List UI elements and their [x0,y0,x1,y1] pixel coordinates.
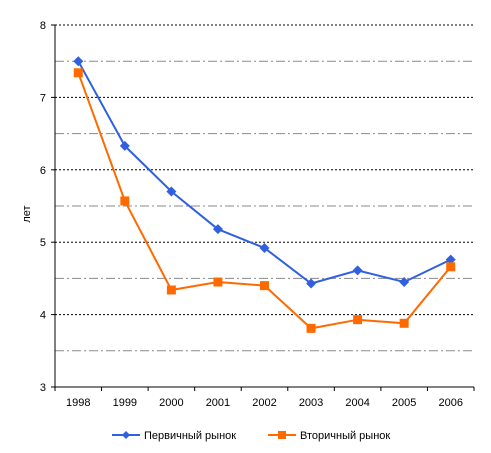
data-point-square [73,68,83,78]
axes: 3 4 5 6 7 8 1998 1999 2000 2001 2002 2003 2004 2005 20… [40,20,475,409]
data-point-square [446,262,456,272]
y-tick-label: 3 [40,382,46,394]
data-point-diamond [445,254,456,265]
legend: Первичный рынок Вторичный рынок [112,430,390,442]
x-tick-label: 2001 [206,397,230,409]
gridlines [55,24,474,352]
y-tick-label: 6 [40,165,46,177]
x-tick-label: 2002 [252,397,276,409]
x-tick-label: 2003 [299,397,323,409]
y-tick-label: 7 [40,92,46,104]
x-tick-label: 2006 [438,397,462,409]
data-point-diamond [166,186,177,197]
data-point-diamond [119,140,130,151]
x-tick-label: 1998 [66,397,90,409]
data-point-square [399,318,409,328]
y-tick-label: 4 [40,310,46,322]
data-point-square [260,281,269,291]
data-point-square [306,323,316,333]
legend-item-1: Первичный рынок [112,430,236,442]
x-tick-label: 1999 [113,397,137,409]
y-tick-label: 5 [40,237,46,249]
legend-marker [122,431,130,439]
data-point-diamond [399,277,410,288]
legend-marker [278,431,286,439]
data-point-diamond [259,242,270,253]
data-point-square [353,315,363,325]
data-point-diamond [73,56,84,67]
y-axis-title: лет [21,205,33,222]
series-2 [73,68,456,333]
legend-label: Первичный рынок [144,430,236,442]
x-tick-label: 2000 [159,397,183,409]
data-point-square [213,277,223,287]
x-tick-label: 2005 [392,397,416,409]
data-point-diamond [352,265,363,276]
data-point-diamond [306,278,317,289]
data-point-diamond [212,224,223,235]
data-point-square [120,196,130,206]
legend-item-2: Вторичный рынок [268,430,390,442]
series-1 [73,56,456,289]
data-point-square [166,285,176,295]
x-tick-label: 2004 [345,397,369,409]
legend-label: Вторичный рынок [300,430,390,442]
y-tick-label: 8 [40,20,46,32]
series-group [73,56,456,333]
